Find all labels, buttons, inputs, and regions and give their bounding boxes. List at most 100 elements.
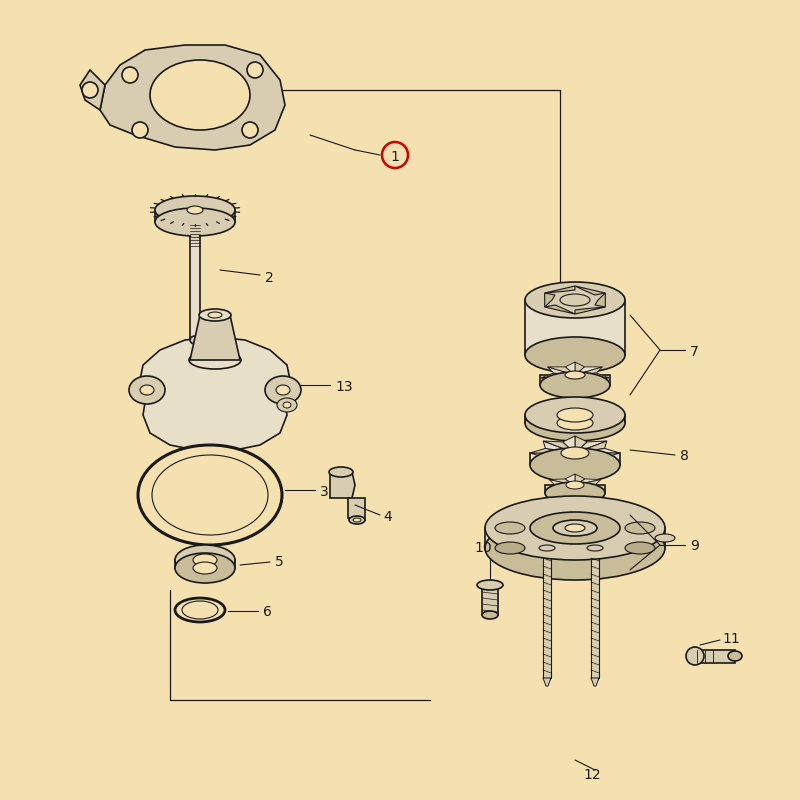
Text: 10: 10 <box>474 541 492 555</box>
Polygon shape <box>575 307 606 314</box>
Polygon shape <box>548 367 575 375</box>
Polygon shape <box>545 485 605 493</box>
Polygon shape <box>575 485 601 491</box>
Polygon shape <box>549 485 575 490</box>
Polygon shape <box>695 650 735 663</box>
Ellipse shape <box>247 62 263 78</box>
Polygon shape <box>548 367 575 375</box>
Polygon shape <box>575 367 602 375</box>
Ellipse shape <box>587 545 603 551</box>
Polygon shape <box>545 286 575 293</box>
Ellipse shape <box>728 651 742 661</box>
Ellipse shape <box>138 445 282 545</box>
Ellipse shape <box>182 601 218 619</box>
Ellipse shape <box>190 336 200 344</box>
Ellipse shape <box>686 647 704 665</box>
Polygon shape <box>543 678 551 686</box>
Polygon shape <box>575 375 592 386</box>
Ellipse shape <box>625 542 655 554</box>
Ellipse shape <box>152 455 268 535</box>
Polygon shape <box>558 375 575 386</box>
Polygon shape <box>525 300 625 355</box>
Ellipse shape <box>189 351 241 369</box>
Ellipse shape <box>557 416 593 430</box>
Ellipse shape <box>525 405 625 441</box>
Ellipse shape <box>122 67 138 83</box>
Ellipse shape <box>150 60 250 130</box>
Ellipse shape <box>485 496 665 560</box>
Ellipse shape <box>353 518 361 522</box>
Ellipse shape <box>208 312 222 318</box>
Ellipse shape <box>82 82 98 98</box>
Polygon shape <box>575 441 607 453</box>
Ellipse shape <box>553 520 597 536</box>
Polygon shape <box>575 453 607 465</box>
Polygon shape <box>575 474 585 485</box>
Polygon shape <box>540 375 610 385</box>
Polygon shape <box>549 479 575 485</box>
Ellipse shape <box>525 337 625 373</box>
Polygon shape <box>348 498 365 520</box>
Ellipse shape <box>545 482 605 504</box>
Polygon shape <box>155 210 235 222</box>
Ellipse shape <box>530 512 620 544</box>
Polygon shape <box>575 286 606 295</box>
Ellipse shape <box>175 545 235 575</box>
Ellipse shape <box>277 398 297 412</box>
Ellipse shape <box>329 467 353 477</box>
Ellipse shape <box>539 545 555 551</box>
Polygon shape <box>530 453 575 458</box>
Polygon shape <box>575 373 609 378</box>
Polygon shape <box>575 453 587 470</box>
Text: 2: 2 <box>265 271 274 285</box>
Ellipse shape <box>566 481 584 489</box>
Ellipse shape <box>175 553 235 583</box>
Polygon shape <box>575 485 585 496</box>
Ellipse shape <box>193 562 217 574</box>
Ellipse shape <box>495 522 525 534</box>
Ellipse shape <box>199 309 231 321</box>
Polygon shape <box>549 485 575 491</box>
Ellipse shape <box>557 408 593 422</box>
Polygon shape <box>543 441 575 453</box>
Polygon shape <box>575 479 601 485</box>
Polygon shape <box>530 449 575 453</box>
Polygon shape <box>575 375 609 381</box>
Polygon shape <box>565 474 575 485</box>
Text: 12: 12 <box>583 768 601 782</box>
Ellipse shape <box>482 581 498 589</box>
Polygon shape <box>591 548 599 678</box>
Polygon shape <box>595 293 606 307</box>
Ellipse shape <box>565 371 585 379</box>
Polygon shape <box>545 305 575 314</box>
Polygon shape <box>549 479 575 485</box>
Polygon shape <box>575 453 607 465</box>
Ellipse shape <box>283 402 291 408</box>
Polygon shape <box>190 315 240 360</box>
Ellipse shape <box>540 372 610 398</box>
Polygon shape <box>543 441 575 453</box>
Ellipse shape <box>276 385 290 395</box>
Polygon shape <box>80 70 105 110</box>
Ellipse shape <box>495 542 525 554</box>
Ellipse shape <box>530 448 620 482</box>
Polygon shape <box>100 45 285 150</box>
Ellipse shape <box>187 206 203 214</box>
Ellipse shape <box>525 282 625 318</box>
Polygon shape <box>575 441 607 453</box>
Text: 6: 6 <box>263 605 272 619</box>
Polygon shape <box>575 453 620 458</box>
Polygon shape <box>530 453 620 465</box>
Text: 13: 13 <box>335 380 353 394</box>
Polygon shape <box>190 222 200 340</box>
Ellipse shape <box>485 516 665 580</box>
Polygon shape <box>565 485 575 496</box>
Polygon shape <box>543 453 575 465</box>
Ellipse shape <box>482 611 498 619</box>
Polygon shape <box>543 548 551 678</box>
Polygon shape <box>140 337 290 450</box>
Ellipse shape <box>565 524 585 532</box>
Ellipse shape <box>155 196 235 224</box>
Polygon shape <box>485 528 665 548</box>
Ellipse shape <box>349 516 365 524</box>
